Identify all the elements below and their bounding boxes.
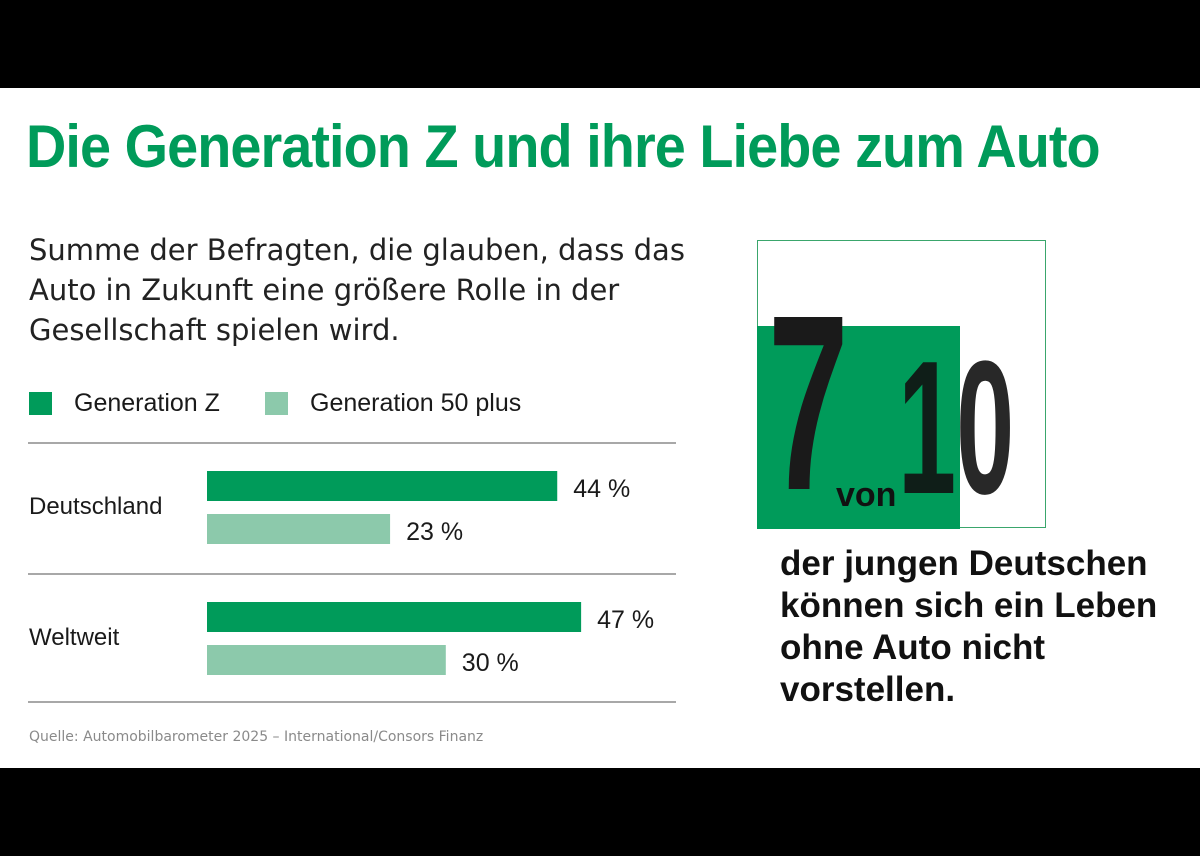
data-label-weltweit-series-1: 30 %: [462, 649, 519, 677]
bar-deutschland-series-1: [207, 514, 391, 544]
legend-swatch-generation-50-plus: [265, 391, 288, 415]
data-label-weltweit-series-0: 47 %: [597, 606, 654, 634]
legend-swatch-generation-z: [29, 391, 52, 415]
stat-block: [757, 326, 960, 529]
legend-item-generation-50-plus: Generation 50 plus: [265, 388, 521, 418]
legend-label-generation-z: Generation Z: [74, 388, 220, 417]
chart-subtitle: Summe der Befragten, die glauben, dass d…: [29, 233, 685, 347]
legend-item-generation-z: Generation Z: [29, 388, 220, 418]
category-label-weltweit: Weltweit: [29, 624, 120, 651]
data-label-deutschland-series-0: 44 %: [573, 475, 630, 503]
stat-denominator: 10: [898, 322, 1015, 534]
data-label-deutschland-series-1: 23 %: [406, 518, 463, 546]
stat-connector: von: [836, 476, 897, 514]
stat-text: der jungen Deutschen können sich ein Leb…: [780, 544, 1158, 709]
page-title: Die Generation Z und ihre Liebe zum Auto: [26, 113, 1101, 180]
legend-label-generation-50-plus: Generation 50 plus: [310, 388, 522, 417]
category-label-deutschland: Deutschland: [29, 493, 162, 520]
bar-weltweit-series-0: [207, 602, 582, 632]
stat-numerator: 7: [768, 263, 849, 542]
bar-deutschland-series-0: [207, 471, 558, 501]
bar-chart: Deutschland 44 % 23 % Weltweit 47 % 30 %: [28, 442, 676, 703]
bar-weltweit-series-1: [207, 645, 446, 675]
infographic: Die Generation Z und ihre Liebe zum Auto…: [0, 88, 1200, 768]
source-note: Quelle: Automobilbarometer 2025 – Intern…: [29, 729, 484, 745]
